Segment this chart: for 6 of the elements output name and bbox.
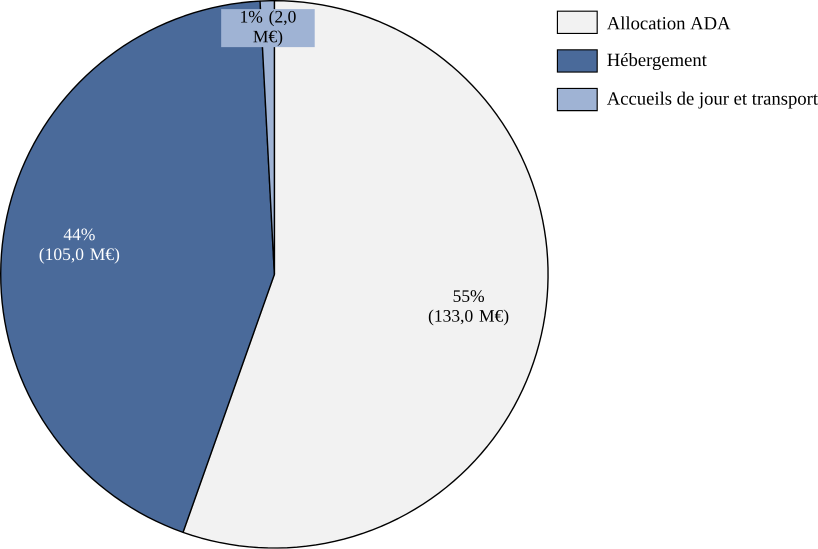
data-label: 44% (105,0 M€): [40, 228, 120, 264]
data-label: 55% (133,0 M€): [428, 290, 508, 326]
legend-label: Accueils de jour et transport: [606, 92, 818, 109]
legend-label: Hébergement: [607, 53, 707, 70]
slice-label: Allocation ADA: [606, 16, 730, 30]
data-label: 1% (2,0 M€): [241, 10, 296, 46]
